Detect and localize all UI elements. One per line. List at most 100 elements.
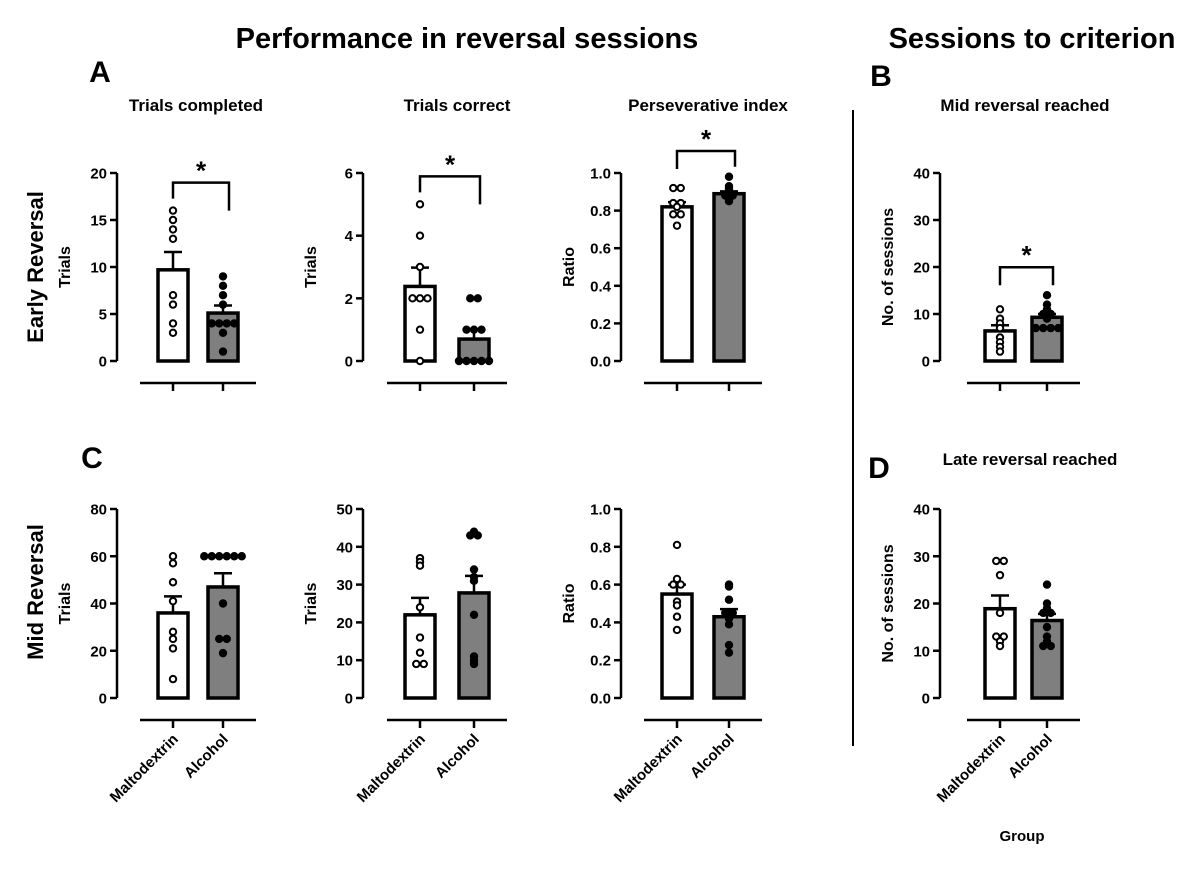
y-axis-label: No. of sessions (880, 208, 897, 326)
data-point (672, 574, 682, 584)
y-tick-label: 10 (913, 643, 930, 660)
y-tick-label: 20 (90, 643, 107, 660)
y-tick-label: 0.0 (590, 691, 611, 708)
data-point (669, 183, 678, 193)
significance-bracket (998, 265, 1055, 286)
bar-alcohol (457, 591, 491, 700)
x-group-label: Group (1000, 828, 1045, 845)
data-point (672, 221, 682, 230)
significance-bracket (418, 175, 482, 205)
y-axis-label: Trials (303, 246, 320, 288)
y-tick-label: 0.4 (590, 278, 612, 295)
data-point (724, 582, 734, 591)
y-tick-label: 2 (345, 291, 353, 308)
y-tick-label: 0.4 (590, 615, 612, 632)
data-point (1046, 641, 1055, 651)
data-point (423, 294, 432, 303)
data-point (724, 172, 734, 181)
y-tick-label: 0.8 (590, 203, 611, 220)
data-point (995, 570, 1005, 580)
significance-asterisk: * (445, 149, 456, 179)
data-point (215, 319, 224, 328)
data-point (218, 347, 228, 356)
panel-D: Late reversal reached 0 10 20 30 40 No. of ses… (880, 450, 1117, 806)
data-point (1031, 323, 1040, 333)
y-tick-label: 0 (922, 354, 930, 371)
data-point (168, 578, 178, 587)
data-point (477, 356, 486, 366)
y-tick-label: 20 (336, 615, 353, 632)
data-point (222, 319, 231, 328)
panel-title: Trials correct (404, 96, 511, 115)
row-label-early: Early Reversal (23, 191, 48, 343)
panel-B: Mid reversal reached 0 10 20 30 40 No. of sess… (880, 96, 1110, 391)
data-point (469, 565, 479, 574)
category-label-maltodextrin: Maltodextrin (934, 731, 1009, 806)
data-point (215, 552, 224, 561)
y-tick-label: 60 (90, 549, 107, 566)
data-point (676, 210, 685, 219)
bar-maltodextrin (156, 268, 190, 363)
significance-bracket (675, 149, 737, 169)
y-tick-label: 10 (90, 260, 107, 277)
data-point (995, 347, 1005, 356)
y-tick-label: 0 (345, 354, 353, 371)
data-point (200, 552, 209, 561)
category-label-maltodextrin: Maltodextrin (611, 731, 686, 806)
category-label-alcohol: Alcohol (687, 731, 738, 782)
panel-C3: 0.0 0.2 0.4 0.6 0.8 1.0 Ratio Maltodextrin Alcoh… (561, 502, 762, 806)
category-label-alcohol: Alcohol (1005, 731, 1056, 782)
y-axis-label: Trials (57, 246, 74, 288)
data-point (672, 540, 682, 550)
data-point (215, 634, 224, 644)
main-title-left: Performance in reversal sessions (236, 23, 699, 55)
data-point (168, 328, 178, 337)
bar-maltodextrin (983, 606, 1017, 700)
data-point (218, 281, 228, 290)
y-tick-label: 40 (90, 596, 107, 613)
y-tick-label: 0.2 (590, 653, 611, 670)
data-point (415, 633, 425, 642)
data-point (469, 356, 479, 366)
data-point (484, 356, 494, 366)
y-tick-label: 1.0 (590, 502, 611, 519)
data-point (1042, 291, 1052, 300)
significance-bracket (171, 181, 231, 211)
y-tick-label: 5 (99, 307, 107, 324)
data-point (1046, 608, 1055, 618)
panel-title: Late reversal reached (943, 450, 1118, 469)
significance-asterisk: * (1021, 240, 1032, 270)
y-tick-label: 20 (913, 260, 930, 277)
panel-letter-a: A (89, 56, 111, 89)
y-tick-label: 0 (922, 691, 930, 708)
data-point (462, 356, 471, 366)
bar-maltodextrin (660, 205, 694, 363)
significance-asterisk: * (701, 124, 712, 154)
panel-A3: Perseverative index 0.0 0.2 0.4 0.6 0.8 1.0 Rat… (561, 96, 788, 391)
y-tick-label: 0 (99, 354, 107, 371)
data-point (676, 183, 685, 193)
y-tick-label: 0.2 (590, 316, 611, 333)
data-point (207, 552, 216, 561)
data-point (672, 612, 682, 621)
data-point (168, 215, 178, 225)
data-point (412, 659, 421, 669)
data-point (168, 234, 178, 244)
data-point (218, 599, 228, 608)
data-point (724, 640, 734, 650)
data-point (218, 300, 228, 309)
bar-alcohol (1030, 618, 1064, 700)
data-point (415, 200, 425, 209)
panel-A2: Trials correct 0 2 4 6 Trials * (303, 96, 511, 391)
data-point (218, 272, 228, 281)
data-point (415, 262, 425, 272)
y-axis-label: Ratio (561, 247, 578, 287)
bar-alcohol (712, 614, 746, 700)
data-point (207, 319, 216, 328)
panel-A1: Trials completed 0 5 10 15 20 Trials * (57, 96, 263, 391)
data-point (415, 356, 425, 366)
category-label-alcohol: Alcohol (432, 731, 483, 782)
data-point (230, 552, 239, 561)
data-point (237, 552, 246, 561)
y-tick-label: 0 (99, 691, 107, 708)
